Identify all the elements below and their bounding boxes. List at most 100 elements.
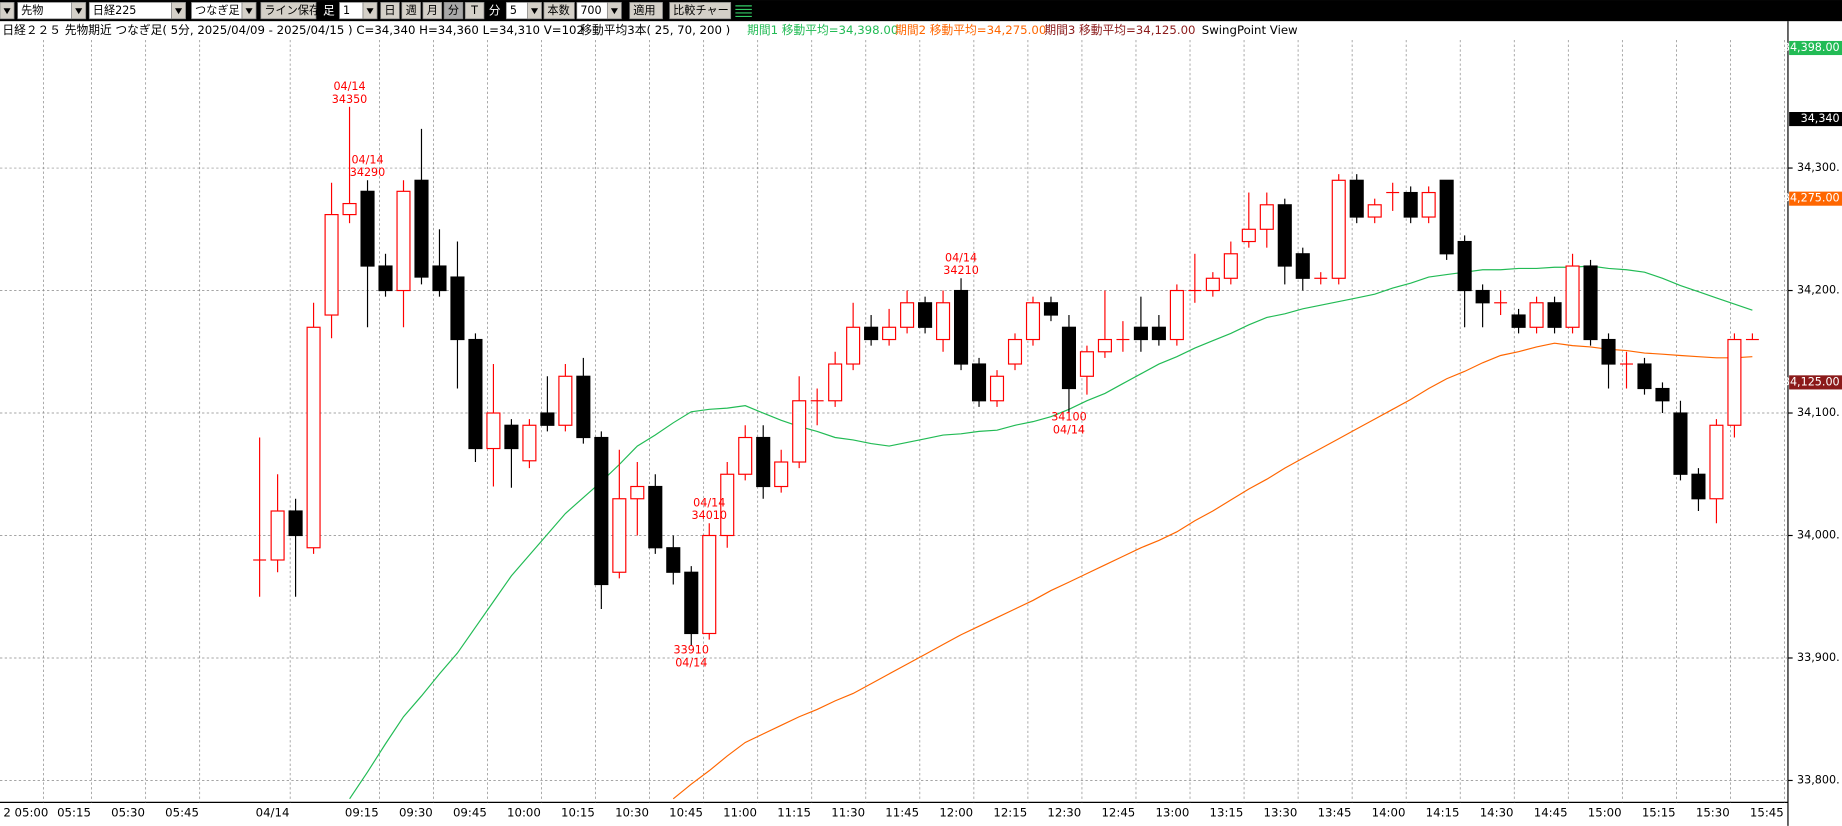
candle-body bbox=[918, 302, 933, 328]
candle-body bbox=[1133, 326, 1148, 341]
x-tick-label: 15:00 bbox=[1588, 805, 1622, 819]
x-tick-label: 15:45 bbox=[1750, 805, 1784, 819]
candle-body bbox=[342, 202, 357, 216]
x-tick-label: 15:30 bbox=[1696, 805, 1730, 819]
candle-body bbox=[540, 412, 555, 426]
price-marker bbox=[1789, 112, 1842, 127]
candle-body bbox=[774, 461, 789, 488]
compare-button-box[interactable] bbox=[669, 2, 732, 20]
swing-price: 34210 bbox=[943, 264, 979, 277]
swing-price: 34010 bbox=[692, 509, 728, 522]
candle-body bbox=[1043, 302, 1059, 316]
x-tick-label: 13:45 bbox=[1318, 805, 1352, 819]
bar-unit-input[interactable]: 1 bbox=[343, 4, 350, 17]
y-tick-label: 34,000. bbox=[1797, 529, 1840, 542]
candle-body bbox=[396, 190, 411, 292]
save-line-button[interactable]: ライン保存 bbox=[264, 3, 320, 17]
x-tick-label: 12:15 bbox=[993, 805, 1027, 819]
candle-body bbox=[953, 289, 969, 365]
period-label[interactable]: 週 bbox=[406, 4, 417, 17]
candle-body bbox=[684, 571, 699, 635]
candle-body bbox=[414, 179, 429, 278]
bar-unit-spin-glyph bbox=[366, 8, 374, 15]
x-tick-label: 14:45 bbox=[1534, 805, 1568, 819]
candle-body bbox=[666, 547, 681, 573]
candle-body bbox=[450, 276, 465, 341]
interval-spin-glyph bbox=[530, 8, 539, 15]
period-label[interactable]: 日 bbox=[384, 4, 395, 17]
y-tick-label: 33,800. bbox=[1797, 773, 1840, 786]
candle-body bbox=[612, 498, 627, 573]
candle-body bbox=[1223, 253, 1238, 279]
candle-body bbox=[1349, 179, 1364, 218]
period-button[interactable] bbox=[464, 2, 485, 20]
candle-body bbox=[1097, 338, 1112, 353]
compare-button[interactable]: 比較チャート bbox=[673, 3, 740, 17]
candle-body bbox=[1511, 314, 1526, 328]
candle-body bbox=[936, 302, 951, 341]
candle-body bbox=[288, 510, 303, 537]
chart-subtitle: 移動平均3本( 25, 70, 200 ) bbox=[580, 23, 730, 37]
menu-arrow-glyph bbox=[3, 8, 11, 15]
candle-body bbox=[1025, 302, 1041, 341]
candle-body bbox=[1241, 228, 1256, 243]
unit-label: 分 bbox=[489, 4, 501, 18]
price-marker bbox=[1789, 40, 1842, 56]
bar-type-select[interactable]: つなぎ足 bbox=[195, 3, 240, 17]
swing-price: 34100 bbox=[1051, 411, 1086, 424]
count-input[interactable]: 700 bbox=[580, 4, 601, 17]
candle-body bbox=[630, 485, 645, 500]
candle-body bbox=[882, 326, 897, 341]
bar-type-arrow-glyph bbox=[245, 8, 253, 15]
candle-body bbox=[1331, 179, 1346, 279]
legend-entry: 期間1 移動平均=34,398.00 bbox=[747, 23, 898, 37]
market-select[interactable]: 先物 bbox=[21, 3, 43, 17]
candle-body bbox=[756, 436, 771, 488]
period-button[interactable] bbox=[443, 2, 464, 20]
apply-button-box[interactable] bbox=[629, 2, 663, 20]
x-tick-label: 09:45 bbox=[453, 805, 487, 819]
x-tick-label: 14:30 bbox=[1480, 805, 1514, 819]
candle-body bbox=[1529, 302, 1544, 328]
x-tick-label: 09:15 bbox=[345, 805, 379, 819]
candle-body bbox=[324, 214, 339, 316]
x-tick-label: 14:15 bbox=[1426, 805, 1460, 819]
apply-button[interactable]: 適用 bbox=[633, 3, 655, 17]
swing-price: 34350 bbox=[332, 93, 368, 106]
candle-body bbox=[1727, 338, 1742, 426]
price-marker-label: 34,398.00 bbox=[1783, 41, 1840, 54]
chart-title: 日経２２５ 先物期近 つなぎ足( 5分, 2025/04/09 - 2025/0… bbox=[2, 23, 584, 37]
legend-entry: 期間3 移動平均=34,125.00 bbox=[1044, 23, 1195, 37]
candle-body bbox=[360, 190, 375, 267]
interval-input[interactable]: 5 bbox=[510, 4, 517, 17]
candle-body bbox=[1169, 289, 1184, 341]
x-tick-label: 11:30 bbox=[831, 805, 865, 819]
save-line-button-box[interactable] bbox=[260, 2, 317, 20]
period-label[interactable]: T bbox=[470, 4, 478, 17]
symbol-select[interactable]: 日経225 bbox=[93, 4, 137, 17]
period-label[interactable]: 月 bbox=[427, 4, 438, 17]
candle-body bbox=[1259, 204, 1274, 230]
swing-date: 04/14 bbox=[693, 496, 725, 509]
x-axis-band bbox=[0, 802, 1788, 826]
candle-body bbox=[1007, 338, 1023, 365]
y-tick-label: 34,100. bbox=[1797, 406, 1840, 419]
x-tick-label: 05:45 bbox=[165, 805, 199, 819]
candle-body bbox=[378, 265, 393, 292]
x-tick-label: 04/14 bbox=[256, 805, 290, 819]
swing-price: 34290 bbox=[350, 166, 386, 179]
candle-body bbox=[1079, 351, 1094, 377]
period-button[interactable] bbox=[422, 2, 443, 20]
x-tick-label: 11:45 bbox=[885, 805, 919, 819]
candle-body bbox=[846, 326, 861, 365]
candle-body bbox=[1061, 326, 1077, 390]
price-marker-label: 34,275.00 bbox=[1783, 192, 1840, 205]
period-button[interactable] bbox=[401, 2, 421, 20]
candle-body bbox=[576, 375, 591, 439]
x-tick-label: 09:30 bbox=[399, 805, 433, 819]
period-button[interactable] bbox=[380, 2, 400, 20]
period-label[interactable]: 分 bbox=[448, 4, 459, 17]
x-tick-label: 12:30 bbox=[1047, 805, 1081, 819]
price-marker bbox=[1789, 191, 1842, 206]
count-label: 本数 bbox=[547, 3, 569, 17]
